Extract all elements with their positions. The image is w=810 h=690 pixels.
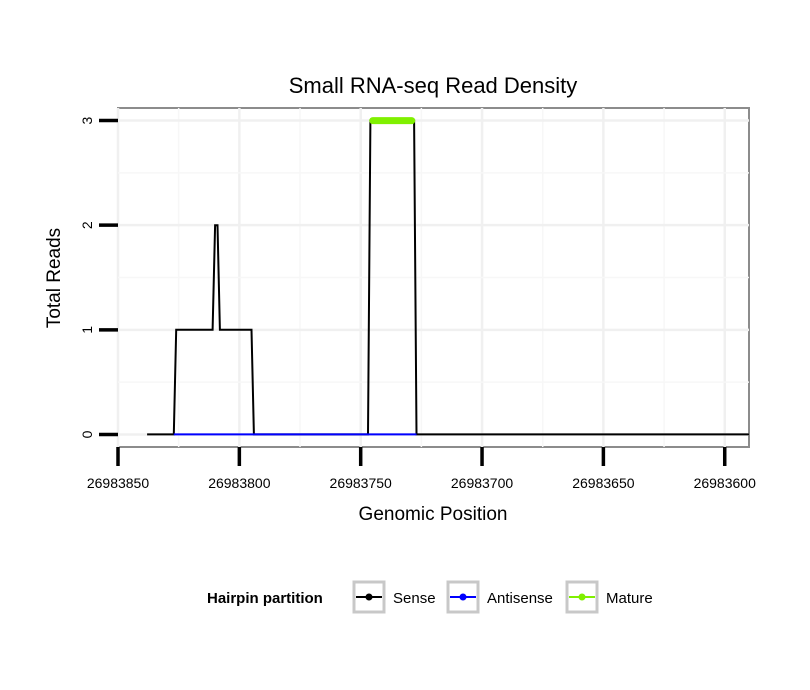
series-lines — [147, 117, 749, 436]
y-axis-title: Total Reads — [44, 228, 65, 328]
x-tick-label: 26983750 — [330, 475, 393, 491]
legend: Hairpin partition Sense Antisense Mature — [207, 580, 653, 614]
legend-point-antisense — [459, 593, 467, 601]
y-tick-label: 2 — [79, 221, 95, 229]
legend-item-mature: Mature — [565, 580, 653, 614]
x-tick-label: 26983600 — [694, 475, 757, 491]
legend-label-mature: Mature — [606, 590, 653, 607]
legend-item-sense: Sense — [352, 580, 436, 614]
legend-title: Hairpin partition — [207, 590, 323, 607]
legend-item-antisense: Antisense — [446, 580, 553, 614]
x-tick-label: 26983800 — [208, 475, 271, 491]
x-tick-label: 26983850 — [87, 475, 150, 491]
legend-label-sense: Sense — [393, 590, 436, 607]
x-tick-label: 26983700 — [451, 475, 514, 491]
legend-label-antisense: Antisense — [487, 590, 553, 607]
chart-title: Small RNA-seq Read Density — [289, 73, 578, 98]
x-axis: 26983850 26983800 26983750 26983700 26983650… — [87, 447, 756, 491]
legend-point-sense — [365, 593, 373, 601]
y-tick-label: 1 — [79, 326, 95, 334]
x-tick-label: 26983650 — [572, 475, 635, 491]
y-tick-label: 3 — [79, 116, 95, 124]
y-axis: 0 1 2 3 — [79, 116, 118, 438]
y-tick-label: 0 — [79, 430, 95, 438]
legend-point-mature — [578, 593, 586, 601]
x-axis-title: Genomic Position — [359, 504, 508, 525]
